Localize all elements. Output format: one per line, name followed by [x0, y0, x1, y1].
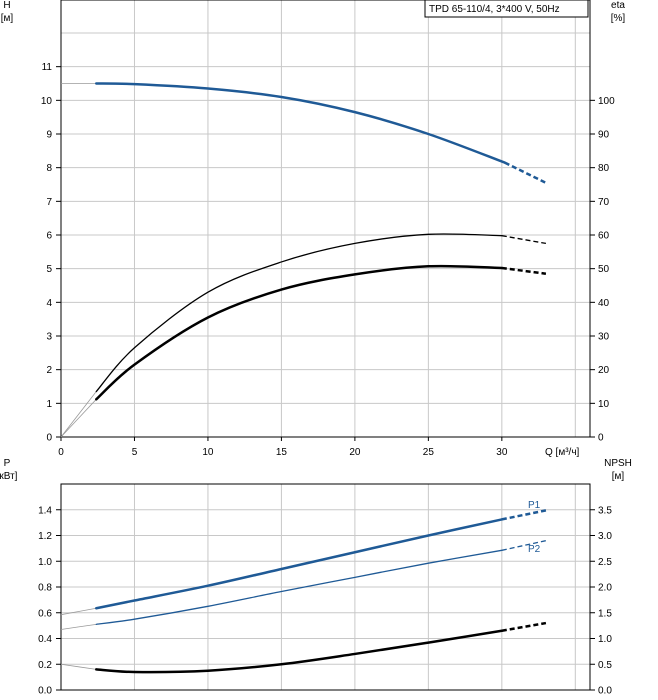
top-left-tick-label: 5 [46, 264, 52, 275]
top-right-tick-label: 30 [598, 332, 610, 343]
top-left-tick-label: 4 [46, 298, 52, 309]
top-left-tick-label: 6 [46, 231, 52, 242]
bottom-right-tick-label: 2.0 [598, 583, 612, 594]
bottom-chart-grid [56, 483, 595, 691]
bottom-left-tick-label: 0.2 [38, 660, 52, 671]
series-label-p1: P1 [528, 500, 541, 511]
top-left-tick-label: 3 [46, 332, 52, 343]
top-left-tick-label: 8 [46, 163, 52, 174]
bottom-right-tick-label: 3.5 [598, 505, 612, 516]
top-left-axis-label: H [3, 0, 10, 11]
top-series-head-curve [95, 82, 507, 164]
top-right-tick-label: 0 [598, 433, 604, 444]
bottom-left-tick-label: 1.4 [38, 505, 52, 516]
bottom-right-tick-label: 1.0 [598, 634, 612, 645]
top-x-tick-label: 25 [423, 447, 435, 458]
top-right-tick-label: 10 [598, 399, 610, 410]
top-x-tick-label: 5 [132, 447, 138, 458]
top-right-tick-label: 100 [598, 96, 615, 107]
top-x-axis-label: Q [м³/ч] [545, 447, 580, 458]
top-x-tick-label: 20 [349, 447, 361, 458]
bottom-series-npsh-extension [501, 621, 547, 633]
bottom-right-tick-label: 1.5 [598, 608, 612, 619]
bottom-left-axis-label: P [4, 458, 11, 469]
top-right-tick-label: 20 [598, 365, 610, 376]
bottom-right-axis-unit: [м] [612, 471, 625, 482]
top-left-tick-label: 7 [46, 197, 52, 208]
top-series-head-extension [504, 161, 547, 184]
bottom-right-tick-label: 3.0 [598, 531, 612, 542]
chart-curves [60, 82, 547, 674]
bottom-left-tick-label: 0.4 [38, 634, 52, 645]
top-right-tick-label: 70 [598, 197, 610, 208]
top-left-tick-label: 9 [46, 130, 52, 141]
top-right-axis-unit: [%] [611, 13, 626, 24]
bottom-left-tick-label: 0.6 [38, 608, 52, 619]
top-chart-grid [56, 0, 595, 441]
top-series-efficiency-thick-curve [95, 264, 504, 401]
top-x-tick-label: 10 [202, 447, 214, 458]
bottom-right-tick-label: 0.0 [598, 686, 612, 697]
bottom-left-axis-unit: [кВт] [0, 471, 18, 482]
model-label-box [424, 0, 589, 18]
chart-tick-labels: 0 1 2 3 4 5 6 7 8 9 10 11 0 10 20 30 40 50 60 70 80 90 100 0 5 10… [38, 62, 615, 696]
bottom-series-p2-lead-in [60, 623, 97, 630]
top-left-tick-label: 1 [46, 399, 52, 410]
top-series-efficiency-thick-lead-in [60, 399, 97, 438]
bottom-left-tick-label: 0.8 [38, 583, 52, 594]
top-left-tick-label: 0 [46, 433, 52, 444]
top-right-tick-label: 40 [598, 298, 610, 309]
top-series-efficiency-thin-lead-in [60, 391, 97, 438]
top-series-efficiency-thin-extension [501, 235, 547, 245]
bottom-left-tick-label: 1.0 [38, 557, 52, 568]
top-left-tick-label: 10 [41, 96, 53, 107]
bottom-right-tick-label: 0.5 [598, 660, 612, 671]
top-x-tick-label: 15 [276, 447, 288, 458]
top-plot-frame [60, 0, 591, 438]
top-right-tick-label: 90 [598, 130, 610, 141]
bottom-series-npsh-lead-in [60, 663, 97, 670]
top-left-axis-unit: [м] [1, 13, 14, 24]
series-label-p2: P2 [528, 544, 541, 555]
top-x-tick-label: 0 [58, 447, 64, 458]
bottom-right-tick-label: 2.5 [598, 557, 612, 568]
top-left-tick-label: 11 [42, 62, 53, 73]
top-left-tick-label: 2 [46, 365, 52, 376]
model-label: TPD 65-110/4, 3*400 V, 50Hz [429, 4, 560, 15]
bottom-series-p1-extension [501, 509, 547, 521]
bottom-series-p2-curve [95, 549, 503, 625]
bottom-series-npsh-curve [95, 629, 504, 674]
bottom-series-p1-curve [95, 518, 504, 610]
bottom-left-tick-label: 1.2 [38, 531, 52, 542]
top-right-tick-label: 80 [598, 163, 610, 174]
top-right-tick-label: 60 [598, 231, 610, 242]
top-right-axis-label: eta [611, 0, 625, 11]
top-x-tick-label: 30 [496, 447, 508, 458]
bottom-right-axis-label: NPSH [604, 458, 632, 469]
top-right-tick-label: 50 [598, 264, 610, 275]
top-series-efficiency-thin-curve [95, 233, 503, 393]
bottom-left-tick-label: 0.0 [38, 686, 52, 697]
bottom-series-p1-lead-in [60, 607, 97, 616]
